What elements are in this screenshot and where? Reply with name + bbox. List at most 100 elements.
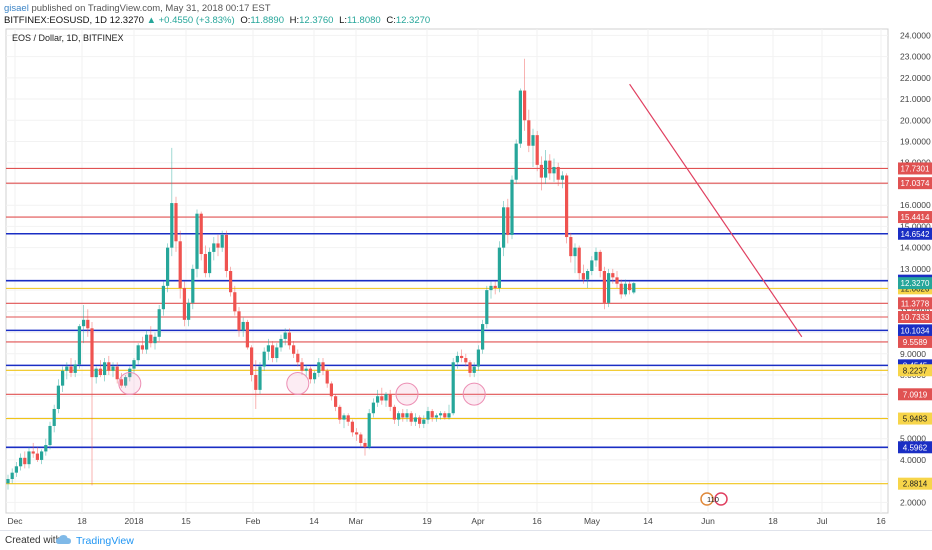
candle-up bbox=[313, 372, 317, 380]
candle-up bbox=[212, 243, 216, 252]
candle-down bbox=[548, 160, 552, 174]
candle-down bbox=[178, 241, 182, 288]
x-tick-label: Feb bbox=[246, 516, 261, 526]
candle-down bbox=[380, 396, 384, 401]
candle-up bbox=[481, 324, 485, 350]
candle-up bbox=[266, 345, 270, 352]
candle-up bbox=[19, 457, 23, 467]
candle-down bbox=[602, 271, 606, 303]
price-label-box bbox=[898, 211, 932, 224]
candle-down bbox=[224, 234, 228, 271]
event-flag-icon bbox=[714, 492, 728, 506]
candle-up bbox=[258, 366, 262, 390]
candle-up bbox=[27, 451, 31, 465]
candle-up bbox=[40, 451, 44, 460]
candle-down bbox=[334, 396, 338, 407]
candle-up bbox=[82, 319, 86, 327]
candle-up bbox=[573, 247, 577, 257]
candle-up bbox=[510, 179, 514, 235]
candle-up bbox=[111, 366, 115, 371]
trendline bbox=[629, 83, 803, 338]
published-text: published on TradingView.com, May 31, 20… bbox=[31, 3, 271, 14]
close-label: C: bbox=[386, 15, 396, 26]
created-with-text: Created with bbox=[5, 535, 62, 546]
close-value: 12.3270 bbox=[395, 15, 431, 26]
candle-down bbox=[308, 368, 312, 380]
x-tick-label: Jul bbox=[817, 516, 828, 526]
candle-down bbox=[409, 413, 413, 422]
events-label: 110 bbox=[707, 495, 719, 504]
price-label: 14.6542 bbox=[901, 230, 930, 239]
candle-down bbox=[569, 237, 573, 257]
candle-up bbox=[166, 247, 170, 286]
candle-down bbox=[86, 319, 90, 329]
candle-up bbox=[434, 415, 438, 418]
low-value: 11.8080 bbox=[347, 15, 381, 26]
candle-up bbox=[275, 347, 279, 359]
chart-title: EOS / Dollar, 1D, BITFINEX bbox=[12, 33, 124, 43]
candle-up bbox=[170, 203, 174, 248]
candle-down bbox=[363, 442, 367, 448]
footer: Created with TradingView bbox=[0, 530, 932, 550]
candle-down bbox=[527, 120, 531, 146]
price-label-box bbox=[898, 297, 932, 310]
x-tick-label: May bbox=[584, 516, 601, 526]
candle-up bbox=[103, 362, 107, 376]
highlight-circle bbox=[286, 372, 310, 396]
y-tick-label: 22.0000 bbox=[900, 73, 931, 83]
author-link[interactable]: gisael bbox=[4, 3, 29, 14]
price-label: 17.0374 bbox=[901, 179, 930, 188]
candle-down bbox=[539, 164, 543, 178]
price-chart[interactable]: 2.00003.00004.00005.00006.00007.00008.00… bbox=[0, 0, 932, 530]
price-change: +0.4550 (+3.83%) bbox=[158, 15, 235, 26]
y-tick-label: 4.0000 bbox=[900, 455, 926, 465]
price-label: 10.7333 bbox=[901, 313, 930, 322]
candle-down bbox=[443, 413, 447, 418]
candle-down bbox=[506, 207, 510, 235]
candle-down bbox=[203, 254, 207, 274]
open-label: O: bbox=[240, 15, 251, 26]
candle-down bbox=[388, 394, 392, 407]
candle-up bbox=[262, 351, 266, 367]
last-price-box bbox=[898, 277, 932, 290]
candle-up bbox=[161, 285, 165, 310]
candle-up bbox=[77, 326, 81, 365]
x-tick-label: 16 bbox=[532, 516, 542, 526]
candle-down bbox=[233, 292, 237, 312]
candle-down bbox=[460, 355, 464, 359]
candle-down bbox=[611, 273, 615, 278]
price-label-box bbox=[898, 441, 932, 454]
candle-down bbox=[174, 203, 178, 242]
candle-down bbox=[468, 362, 472, 373]
candle-down bbox=[350, 421, 354, 433]
highlight-circle bbox=[462, 382, 486, 406]
x-tick-label: 16 bbox=[876, 516, 886, 526]
candle-up bbox=[208, 251, 212, 274]
price-label-box bbox=[898, 388, 932, 401]
event-flag-icon bbox=[700, 492, 714, 506]
candle-down bbox=[90, 328, 94, 378]
price-label: 5.9483 bbox=[903, 415, 928, 424]
tradingview-brand-link[interactable]: TradingView bbox=[76, 535, 134, 547]
candle-up bbox=[560, 175, 564, 180]
candle-up bbox=[422, 419, 426, 424]
candle-up bbox=[518, 90, 522, 144]
candle-down bbox=[418, 417, 422, 424]
x-tick-label: 18 bbox=[768, 516, 778, 526]
y-tick-label: 19.0000 bbox=[900, 137, 931, 147]
x-tick-label: 18 bbox=[77, 516, 87, 526]
candle-down bbox=[565, 175, 569, 238]
candle-up bbox=[544, 160, 548, 178]
candle-up bbox=[317, 362, 321, 373]
price-label-box bbox=[898, 324, 932, 337]
x-tick-label: 14 bbox=[309, 516, 319, 526]
candle-up bbox=[472, 366, 476, 373]
candle-down bbox=[535, 135, 539, 165]
candle-up bbox=[371, 402, 375, 414]
candle-down bbox=[338, 406, 342, 420]
y-tick-label: 24.0000 bbox=[900, 30, 931, 40]
plot-area bbox=[5, 28, 889, 514]
candle-down bbox=[250, 347, 254, 376]
candle-down bbox=[149, 334, 153, 344]
candle-up bbox=[623, 283, 627, 295]
